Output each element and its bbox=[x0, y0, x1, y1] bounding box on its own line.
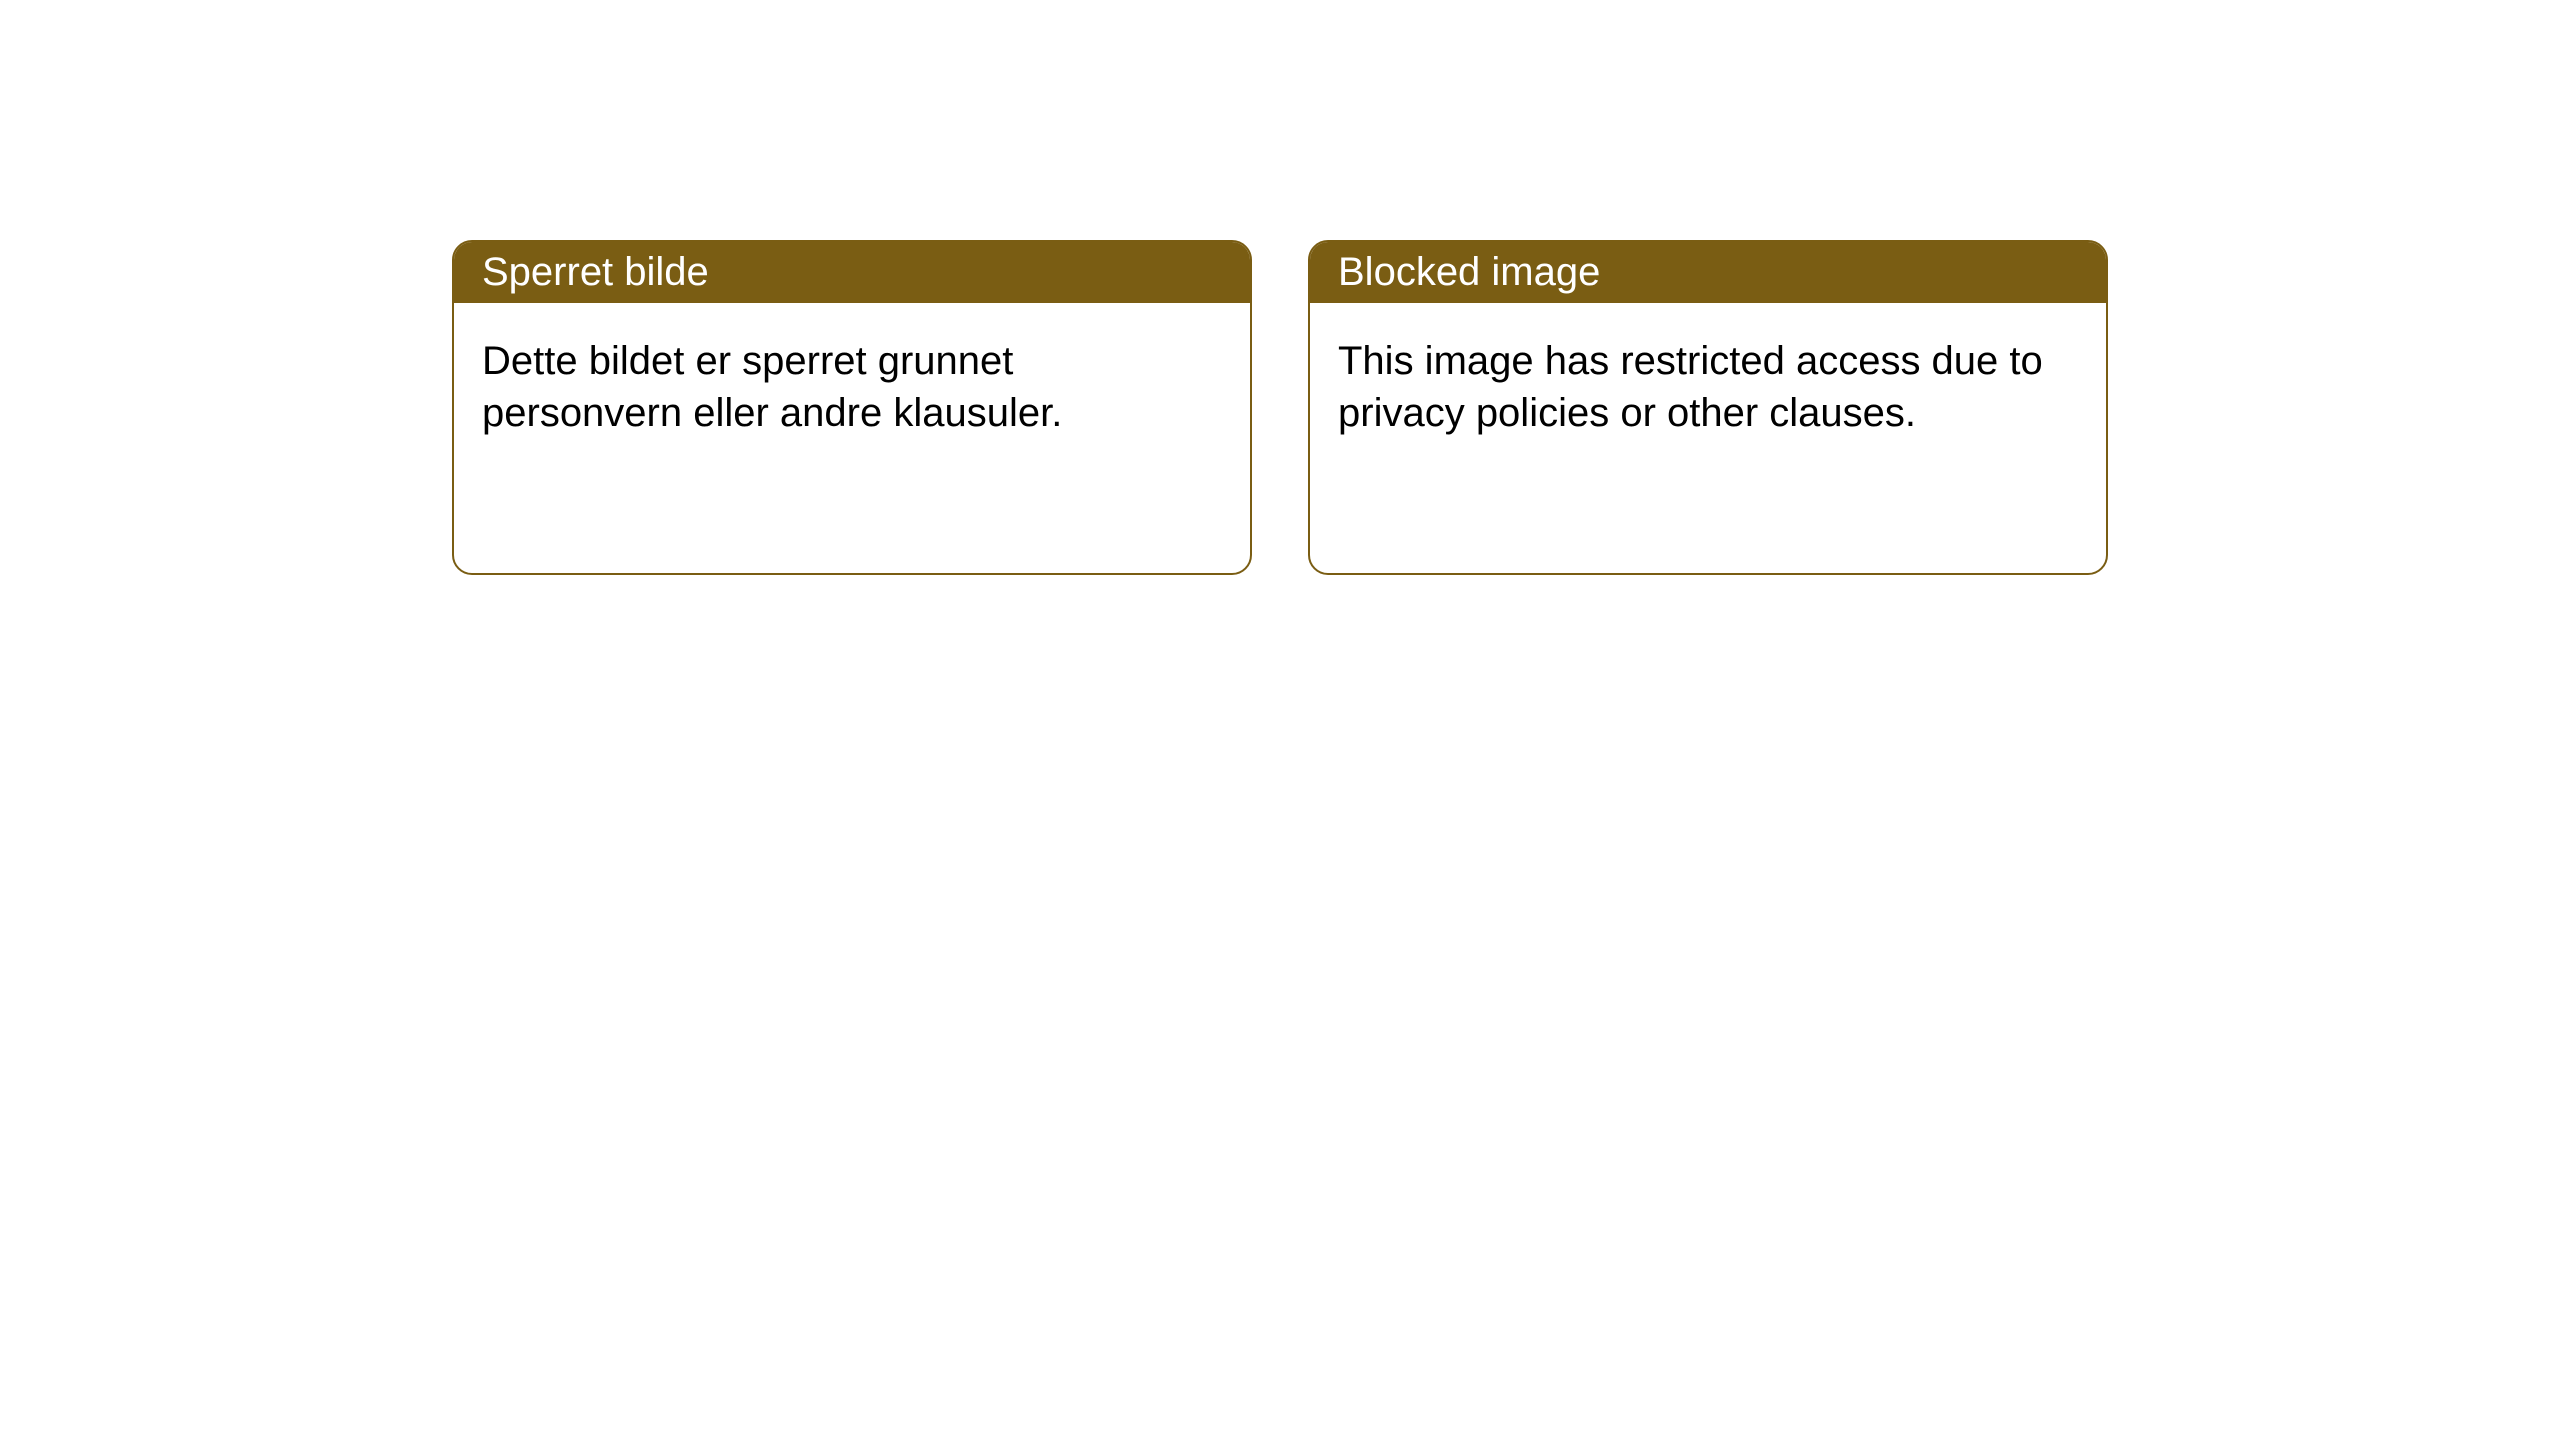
card-header: Sperret bilde bbox=[454, 242, 1250, 303]
card-body: Dette bildet er sperret grunnet personve… bbox=[454, 303, 1250, 573]
notice-container: Sperret bilde Dette bildet er sperret gr… bbox=[452, 240, 2108, 575]
card-title: Blocked image bbox=[1338, 250, 1600, 294]
card-header: Blocked image bbox=[1310, 242, 2106, 303]
card-body-text: This image has restricted access due to … bbox=[1338, 339, 2043, 435]
card-body: This image has restricted access due to … bbox=[1310, 303, 2106, 573]
card-title: Sperret bilde bbox=[482, 250, 709, 294]
notice-card-norwegian: Sperret bilde Dette bildet er sperret gr… bbox=[452, 240, 1252, 575]
card-body-text: Dette bildet er sperret grunnet personve… bbox=[482, 339, 1062, 435]
notice-card-english: Blocked image This image has restricted … bbox=[1308, 240, 2108, 575]
